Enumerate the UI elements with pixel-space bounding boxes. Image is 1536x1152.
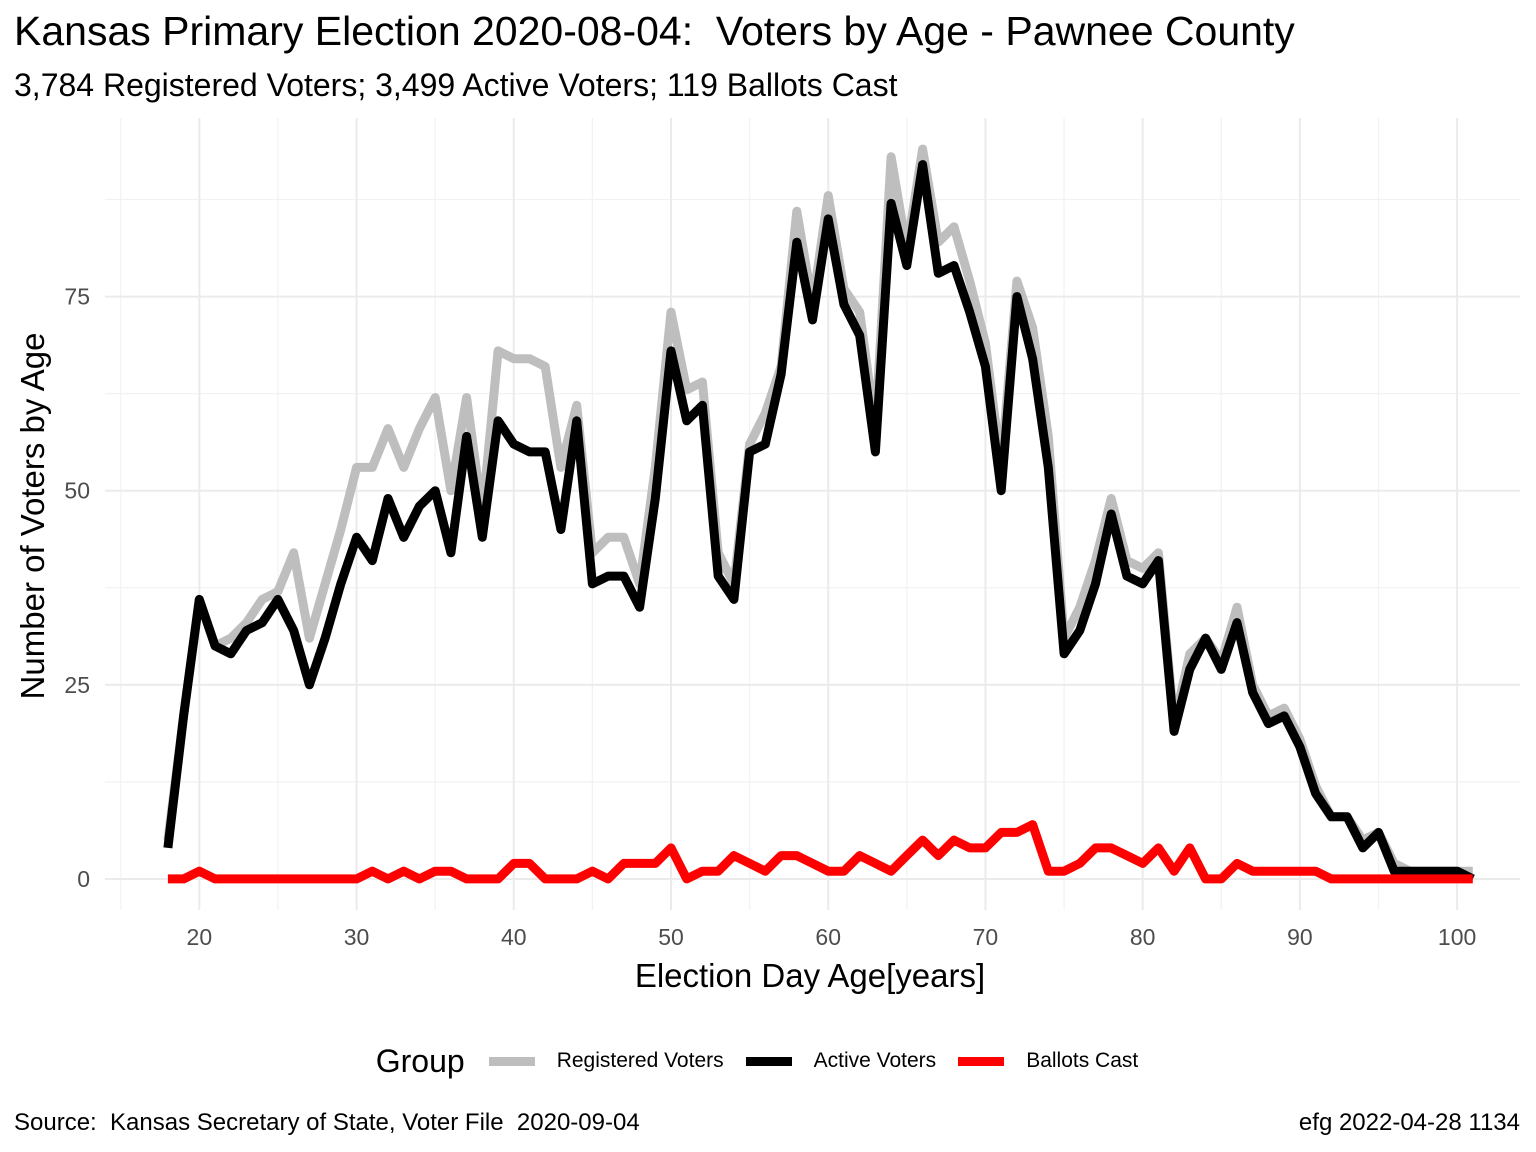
legend-title: Group bbox=[375, 1042, 465, 1079]
y-tick-label: 50 bbox=[64, 478, 90, 504]
legend: Group Registered Voters Active Voters Ba… bbox=[0, 1036, 1536, 1086]
x-tick-label: 30 bbox=[344, 924, 370, 950]
minor-gridlines bbox=[105, 118, 1520, 910]
legend-item-registered-voters: Registered Voters bbox=[488, 1049, 724, 1073]
x-tick-label: 60 bbox=[815, 924, 841, 950]
x-tick-label: 80 bbox=[1130, 924, 1156, 950]
x-tick-label: 50 bbox=[658, 924, 684, 950]
series-line-ballots-cast bbox=[167, 820, 1473, 884]
source-caption: Source: Kansas Secretary of State, Voter… bbox=[14, 1109, 640, 1136]
x-axis-tick-labels: 20 30 40 50 60 70 80 90 100 bbox=[187, 924, 1477, 950]
legend-key-ballots-cast bbox=[958, 1056, 1005, 1066]
x-tick-label: 100 bbox=[1438, 924, 1476, 950]
y-tick-label: 25 bbox=[64, 672, 90, 698]
legend-item-ballots-cast: Ballots Cast bbox=[958, 1049, 1138, 1073]
y-axis-label: Number of Voters by Age bbox=[14, 333, 51, 700]
legend-label-ballots-cast: Ballots Cast bbox=[1026, 1049, 1139, 1072]
series-lines bbox=[163, 144, 1475, 884]
credit-caption: efg 2022-04-28 1134 bbox=[1298, 1109, 1520, 1136]
series-line-active-voters bbox=[163, 160, 1475, 883]
chart-title: Kansas Primary Election 2020-08-04: Vote… bbox=[14, 8, 1295, 54]
legend-item-active-voters: Active Voters bbox=[745, 1049, 937, 1073]
y-tick-label: 75 bbox=[64, 284, 90, 310]
legend-label-registered-voters: Registered Voters bbox=[556, 1049, 724, 1072]
chart-subtitle: 3,784 Registered Voters; 3,499 Active Vo… bbox=[14, 67, 898, 103]
major-gridlines bbox=[105, 118, 1520, 910]
y-axis-tick-labels: 0 25 50 75 bbox=[64, 284, 90, 892]
legend-key-active-voters bbox=[745, 1056, 792, 1066]
legend-key-registered-voters bbox=[488, 1056, 535, 1066]
y-tick-label: 0 bbox=[77, 866, 90, 892]
x-tick-label: 70 bbox=[973, 924, 999, 950]
line-chart: 20 30 40 50 60 70 80 90 100 0 25 50 75 Election Day… bbox=[14, 118, 1520, 994]
legend-label-active-voters: Active Voters bbox=[813, 1049, 937, 1072]
x-tick-label: 90 bbox=[1287, 924, 1313, 950]
x-axis-label: Election Day Age[years] bbox=[635, 957, 985, 994]
x-tick-label: 20 bbox=[187, 924, 213, 950]
x-tick-label: 40 bbox=[501, 924, 527, 950]
